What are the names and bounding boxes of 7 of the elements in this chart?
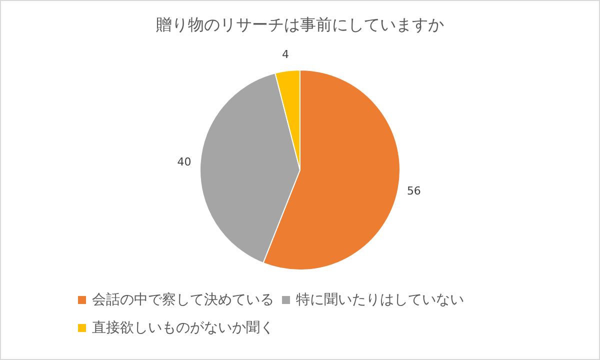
data-label: 4 xyxy=(282,48,289,61)
legend-label: 直接欲しいものがないか聞く xyxy=(92,320,274,336)
data-label: 40 xyxy=(177,156,192,169)
legend-label: 特に聞いたりはしていない xyxy=(296,292,464,308)
chart-title: 贈り物のリサーチは事前にしていますか xyxy=(156,15,444,34)
data-label: 56 xyxy=(406,184,421,198)
legend-label: 会話の中で察して決めている xyxy=(92,292,274,308)
